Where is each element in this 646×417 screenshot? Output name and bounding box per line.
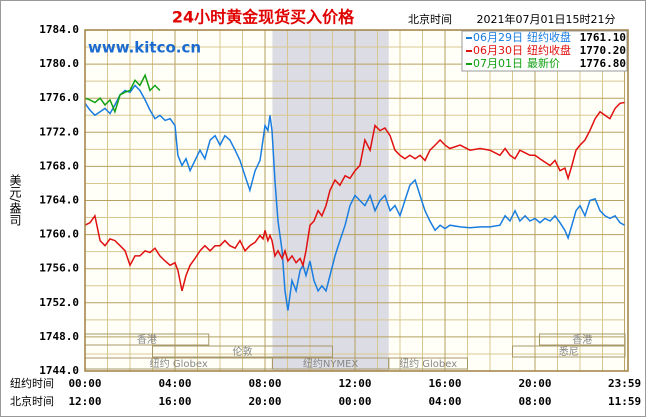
y-tick-label: 1752.0 bbox=[39, 296, 79, 309]
x2-tick-label: 11:59 bbox=[608, 395, 641, 408]
price-line bbox=[84, 84, 625, 311]
legend-name: 07月01日 bbox=[473, 57, 523, 70]
x2-tick-label: 12:00 bbox=[68, 395, 101, 408]
x-tick-label: 04:00 bbox=[158, 377, 191, 390]
chart-title: 24小时黄金现货买入价格 bbox=[172, 8, 355, 27]
session-label: 纽约 Globex bbox=[150, 357, 208, 370]
plot-frame bbox=[84, 29, 629, 372]
session-box bbox=[539, 333, 626, 346]
x2-tick-label: 08:00 bbox=[518, 395, 551, 408]
session-label: 纽约 Globex bbox=[399, 357, 457, 370]
x2-tick-label: 04:00 bbox=[428, 395, 461, 408]
session-label: 伦敦 bbox=[233, 345, 253, 358]
session-box bbox=[388, 357, 468, 370]
y-tick-label: 1776.0 bbox=[39, 91, 79, 104]
y-tick-label: 1744.0 bbox=[39, 364, 79, 377]
x-tick-label: 20:00 bbox=[518, 377, 551, 390]
x-tick-label: 16:00 bbox=[428, 377, 461, 390]
y-axis-label: 美元/盎司 bbox=[8, 174, 22, 226]
time-zone-label: 北京时间 bbox=[408, 12, 452, 26]
y-tick-label: 1772.0 bbox=[39, 125, 79, 138]
price-line bbox=[84, 101, 625, 292]
legend-close-value: 1770.20 bbox=[580, 44, 626, 57]
legend-close-label: 纽约收盘 bbox=[527, 43, 571, 57]
legend-close-label: 最新价 bbox=[527, 56, 560, 70]
x2-tick-label: 16:00 bbox=[158, 395, 191, 408]
session-label: 香港 bbox=[572, 334, 592, 346]
x-tick-label: 00:00 bbox=[68, 377, 101, 390]
legend-close-value: 1761.10 bbox=[580, 31, 626, 44]
price-line bbox=[84, 73, 161, 115]
legend-close-label: 纽约收盘 bbox=[527, 30, 571, 44]
legend-name: 06月30日 bbox=[473, 44, 523, 57]
session-label: 纽约NYMEX bbox=[303, 357, 359, 370]
x-tick-label: 08:00 bbox=[248, 377, 281, 390]
y-tick-label: 1780.0 bbox=[39, 57, 79, 70]
x2-tick-label: 20:00 bbox=[248, 395, 281, 408]
session-box bbox=[512, 345, 626, 358]
x2-axis-label: 北京时间 bbox=[10, 394, 54, 408]
watermark: www.kitco.cn bbox=[88, 39, 201, 57]
session-label: 悉尼 bbox=[559, 346, 579, 358]
x-axis-label: 纽约时间 bbox=[10, 376, 54, 390]
legend-name: 06月29日 bbox=[473, 31, 523, 44]
y-tick-label: 1768.0 bbox=[39, 159, 79, 172]
y-tick-label: 1764.0 bbox=[39, 194, 79, 207]
y-tick-label: 1760.0 bbox=[39, 228, 79, 241]
session-box bbox=[152, 345, 333, 358]
legend-box bbox=[461, 30, 628, 72]
y-tick-label: 1748.0 bbox=[39, 330, 79, 343]
x-tick-label: 23:59 bbox=[608, 377, 641, 390]
y-tick-label: 1784.0 bbox=[39, 23, 79, 36]
timestamp: 2021年07月01日15时21分 bbox=[477, 12, 616, 26]
legend-close-value: 1776.80 bbox=[580, 57, 626, 70]
session-label: 香港 bbox=[137, 334, 157, 346]
y-tick-label: 1756.0 bbox=[39, 262, 79, 275]
x2-tick-label: 00:00 bbox=[338, 395, 371, 408]
x-tick-label: 12:00 bbox=[338, 377, 371, 390]
